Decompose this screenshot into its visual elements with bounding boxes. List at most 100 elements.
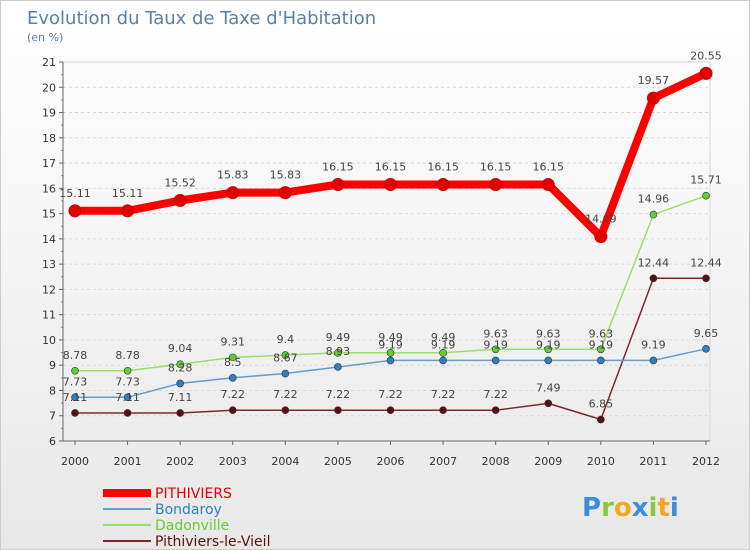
y-tick-label: 7: [49, 410, 56, 423]
logo-letter: t: [657, 493, 669, 523]
data-point: [646, 91, 660, 105]
x-tick-label: 2012: [692, 455, 720, 468]
data-point: [176, 360, 184, 368]
data-label: 15.11: [112, 187, 144, 200]
data-label: 9.19: [641, 338, 666, 351]
x-tick-label: 2000: [61, 455, 89, 468]
data-point: [228, 406, 237, 414]
data-label: 7.22: [431, 388, 456, 401]
data-label: 9.49: [431, 331, 456, 344]
data-label: 16.15: [533, 161, 565, 174]
data-label: 7.22: [221, 388, 246, 401]
data-point: [281, 369, 290, 378]
data-label: 14.96: [638, 193, 670, 206]
data-point: [281, 406, 290, 414]
data-point: [384, 178, 397, 192]
data-point: [649, 356, 658, 365]
data-point: [228, 353, 237, 362]
data-point: [544, 345, 553, 354]
chart-title: Evolution du Taux de Taxe d'Habitation: [27, 8, 376, 29]
data-point: [176, 379, 184, 388]
data-label: 15.71: [690, 174, 722, 187]
legend-label: PITHIVIERS: [155, 486, 232, 502]
data-point: [334, 363, 342, 371]
data-point: [439, 349, 447, 357]
data-label: 16.15: [322, 161, 354, 174]
logo-letter: o: [614, 493, 632, 523]
data-label: 7.73: [115, 375, 140, 388]
data-point: [123, 393, 132, 402]
data-point: [649, 210, 658, 219]
data-label: 7.22: [378, 388, 403, 401]
y-tick-label: 20: [42, 81, 56, 94]
logo-letter: r: [601, 493, 614, 523]
data-label: 9.04: [168, 342, 193, 355]
data-point: [544, 356, 553, 365]
data-label: 7.22: [483, 388, 508, 401]
data-point: [278, 186, 292, 200]
data-point: [331, 178, 345, 192]
data-point: [436, 178, 450, 192]
data-point: [489, 178, 503, 192]
data-point: [597, 345, 605, 354]
data-label: 15.52: [164, 176, 196, 189]
data-point: [594, 230, 608, 244]
data-point: [699, 66, 713, 80]
data-point: [123, 366, 132, 375]
data-point: [386, 349, 395, 357]
legend-label: Pithiviers-le-Vieil: [155, 534, 270, 550]
x-tick-label: 2011: [639, 455, 667, 468]
data-point: [334, 406, 342, 414]
x-tick-label: 2005: [324, 455, 352, 468]
x-tick-label: 2009: [534, 455, 562, 468]
data-point: [544, 399, 553, 408]
data-label: 15.83: [270, 169, 302, 182]
data-label: 8.28: [168, 361, 193, 374]
data-label: 9.19: [483, 338, 508, 351]
legend: PITHIVIERSBondaroyDadonvillePithiviers-l…: [103, 486, 270, 550]
data-point: [121, 204, 135, 218]
data-label: 12.44: [690, 256, 722, 269]
data-point: [702, 191, 710, 200]
x-tick-label: 2001: [114, 455, 142, 468]
data-label: 9.19: [378, 338, 403, 351]
data-label: 7.11: [63, 391, 88, 404]
data-label: 16.15: [375, 161, 407, 174]
data-point: [334, 349, 342, 357]
data-point: [491, 356, 500, 365]
x-tick-label: 2010: [587, 455, 615, 468]
data-label: 20.55: [690, 49, 722, 62]
x-tick-label: 2002: [166, 455, 194, 468]
data-label: 9.19: [431, 338, 456, 351]
data-point: [386, 406, 395, 414]
data-label: 15.83: [217, 169, 249, 182]
data-label: 12.44: [638, 256, 670, 269]
logo-letter: P: [582, 493, 601, 523]
data-point: [702, 274, 710, 283]
y-tick-label: 8: [49, 384, 56, 397]
x-tick-label: 2006: [377, 455, 405, 468]
data-point: [68, 204, 82, 218]
y-tick-label: 6: [49, 435, 56, 448]
data-label: 16.15: [480, 161, 512, 174]
y-tick-label: 13: [42, 258, 56, 271]
data-point: [439, 406, 447, 414]
data-label: 14.09: [585, 213, 617, 226]
data-point: [123, 409, 132, 417]
data-label: 8.5: [224, 356, 242, 369]
data-label: 9.63: [589, 327, 614, 340]
data-point: [71, 409, 79, 417]
data-label: 9.19: [589, 338, 614, 351]
x-tick-label: 2008: [482, 455, 510, 468]
data-label: 7.73: [63, 375, 88, 388]
data-label: 16.15: [427, 161, 459, 174]
y-tick-label: 19: [42, 107, 56, 120]
data-label: 8.78: [115, 349, 140, 362]
y-tick-label: 15: [42, 208, 56, 221]
proxiti-logo: Proxiti: [582, 493, 679, 523]
y-tick-label: 16: [42, 182, 56, 195]
y-tick-label: 14: [42, 233, 56, 246]
data-label: 9.49: [378, 331, 403, 344]
